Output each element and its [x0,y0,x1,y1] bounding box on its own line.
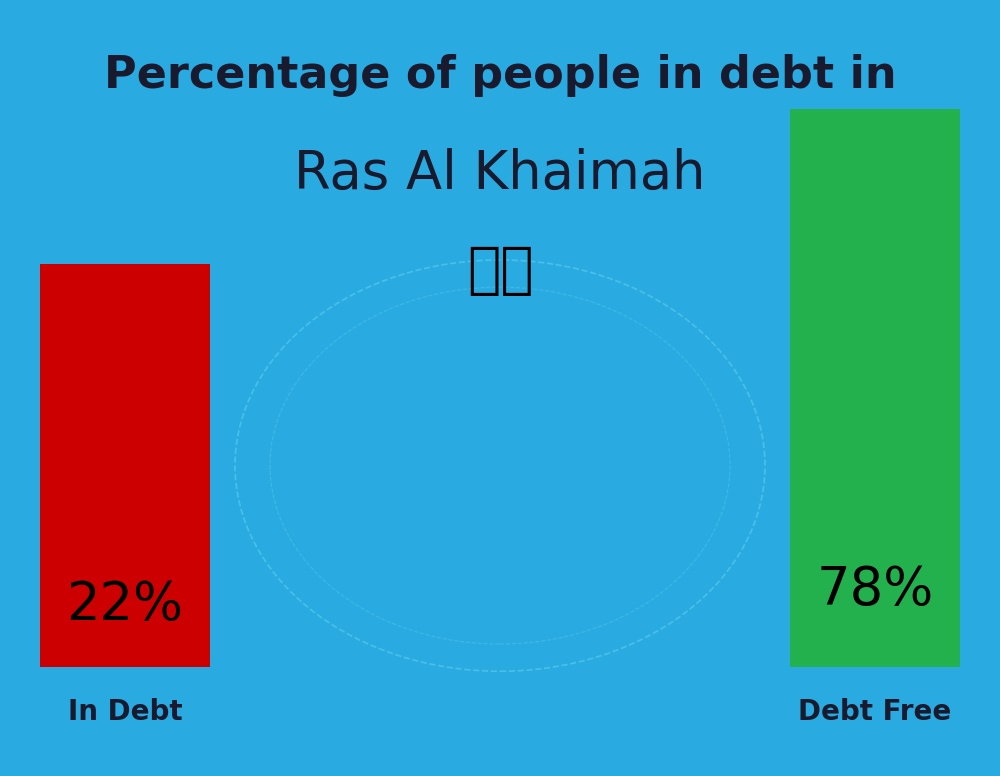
Circle shape [270,287,730,644]
FancyBboxPatch shape [790,109,960,667]
FancyBboxPatch shape [40,264,210,667]
Text: 🇦🇪: 🇦🇪 [467,244,533,299]
Text: Percentage of people in debt in: Percentage of people in debt in [104,54,896,97]
Circle shape [235,260,765,671]
Text: Ras Al Khaimah: Ras Al Khaimah [294,147,706,199]
Text: 22%: 22% [66,579,184,632]
Text: 78%: 78% [816,563,934,616]
Text: Debt Free: Debt Free [798,698,952,726]
Text: In Debt: In Debt [68,698,182,726]
